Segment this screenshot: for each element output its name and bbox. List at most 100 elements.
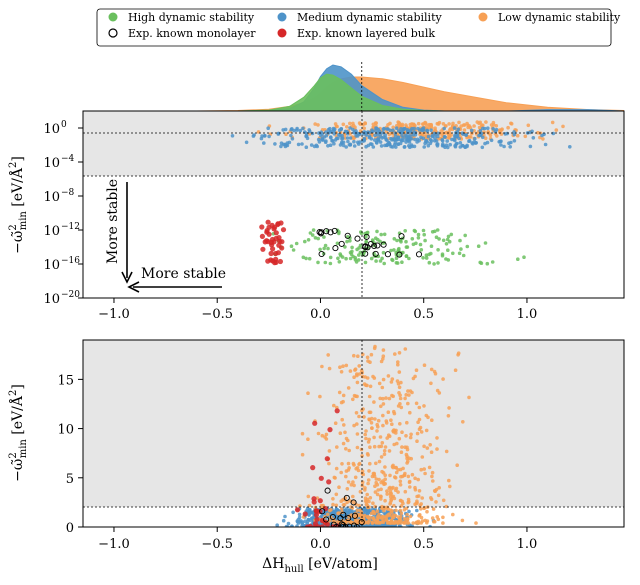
point-medium-dynamic-stability	[352, 130, 357, 135]
point-low-dynamic-stability	[422, 363, 427, 368]
point-medium-dynamic-stability	[333, 138, 338, 142]
point-high-dynamic-stability	[444, 242, 449, 246]
legend-marker-medium-dynamic-stability	[277, 12, 287, 22]
point-low-dynamic-stability	[382, 452, 387, 457]
point-medium-dynamic-stability	[375, 141, 379, 145]
log-ytick-label: 10	[43, 156, 60, 171]
point-medium-dynamic-stability	[489, 138, 494, 143]
log-ytick-exponent: −16	[61, 256, 80, 266]
point-medium-dynamic-stability	[323, 140, 328, 144]
point-low-dynamic-stability	[284, 132, 288, 136]
point-low-dynamic-stability	[364, 502, 369, 507]
point-medium-dynamic-stability	[426, 134, 431, 139]
point-medium-dynamic-stability	[352, 139, 356, 144]
point-medium-dynamic-stability	[285, 141, 290, 145]
point-medium-dynamic-stability	[348, 136, 353, 140]
point-exp-known-layered-bulk	[260, 246, 266, 252]
point-exp-known-layered-bulk	[264, 228, 270, 234]
point-low-dynamic-stability	[348, 514, 353, 519]
point-low-dynamic-stability	[447, 130, 451, 135]
point-low-dynamic-stability	[344, 363, 349, 368]
point-low-dynamic-stability	[352, 463, 356, 467]
point-medium-dynamic-stability	[528, 144, 533, 149]
point-high-dynamic-stability	[424, 253, 429, 257]
point-medium-dynamic-stability	[331, 128, 336, 132]
point-medium-dynamic-stability	[337, 128, 342, 132]
point-exp-known-layered-bulk	[315, 524, 321, 527]
point-high-dynamic-stability	[446, 234, 451, 239]
point-low-dynamic-stability	[459, 124, 464, 128]
point-low-dynamic-stability	[358, 489, 363, 494]
point-low-dynamic-stability	[379, 404, 383, 409]
point-low-dynamic-stability	[413, 374, 417, 379]
point-medium-dynamic-stability	[450, 137, 454, 142]
point-medium-dynamic-stability	[426, 143, 431, 148]
linear-ytick-label: 0	[66, 521, 74, 536]
point-medium-dynamic-stability	[401, 127, 406, 131]
point-low-dynamic-stability	[494, 124, 499, 128]
point-low-dynamic-stability	[387, 449, 392, 453]
point-low-dynamic-stability	[392, 496, 397, 501]
annotation-more-stable-horizontal: More stable	[141, 266, 226, 282]
point-low-dynamic-stability	[550, 120, 555, 125]
point-low-dynamic-stability	[395, 441, 399, 446]
point-low-dynamic-stability	[455, 463, 460, 468]
point-exp-known-monolayer	[344, 232, 351, 239]
point-low-dynamic-stability	[409, 432, 413, 437]
point-low-dynamic-stability	[368, 496, 373, 500]
point-low-dynamic-stability	[509, 121, 513, 126]
point-exp-known-layered-bulk	[270, 246, 276, 252]
point-high-dynamic-stability	[364, 239, 369, 244]
point-low-dynamic-stability	[357, 461, 362, 466]
annotation-arrow-down-head	[121, 271, 133, 284]
point-low-dynamic-stability	[383, 477, 388, 482]
point-exp-known-monolayer	[372, 250, 379, 257]
point-high-dynamic-stability	[335, 241, 340, 246]
point-low-dynamic-stability	[300, 431, 305, 436]
point-medium-dynamic-stability	[390, 145, 395, 149]
point-medium-dynamic-stability	[317, 131, 321, 135]
point-low-dynamic-stability	[403, 347, 408, 351]
linear-panel-xlabel: ΔHhull [eV/atom]	[262, 556, 378, 575]
point-exp-known-layered-bulk	[327, 427, 333, 433]
point-medium-dynamic-stability	[407, 509, 411, 514]
point-exp-known-layered-bulk	[326, 479, 332, 485]
point-exp-known-layered-bulk	[259, 224, 265, 230]
point-low-dynamic-stability	[351, 397, 355, 402]
point-medium-dynamic-stability	[328, 126, 332, 131]
point-high-dynamic-stability	[483, 241, 488, 245]
point-low-dynamic-stability	[405, 456, 409, 461]
point-low-dynamic-stability	[391, 429, 395, 433]
point-low-dynamic-stability	[389, 418, 393, 423]
point-low-dynamic-stability	[365, 355, 370, 360]
point-low-dynamic-stability	[400, 474, 405, 479]
point-medium-dynamic-stability	[326, 144, 330, 148]
point-low-dynamic-stability	[380, 520, 385, 524]
point-medium-dynamic-stability	[440, 143, 445, 148]
point-exp-known-monolayer	[327, 229, 334, 236]
point-high-dynamic-stability	[444, 257, 448, 261]
point-low-dynamic-stability	[359, 368, 364, 373]
point-exp-known-layered-bulk	[324, 456, 330, 462]
point-low-dynamic-stability	[351, 494, 355, 499]
point-low-dynamic-stability	[373, 344, 377, 349]
point-low-dynamic-stability	[381, 357, 385, 361]
point-low-dynamic-stability	[408, 410, 412, 415]
point-medium-dynamic-stability	[400, 133, 404, 137]
point-low-dynamic-stability	[405, 461, 409, 465]
point-high-dynamic-stability	[328, 261, 333, 266]
linear-panel-shaded-band	[83, 340, 624, 507]
point-low-dynamic-stability	[375, 515, 380, 519]
point-medium-dynamic-stability	[483, 141, 487, 146]
point-high-dynamic-stability	[351, 254, 355, 259]
point-low-dynamic-stability	[367, 469, 371, 473]
point-medium-dynamic-stability	[345, 136, 350, 140]
log-panel-ylabel: −ω̃2min [eV/Å2]	[8, 156, 29, 254]
point-medium-dynamic-stability	[442, 126, 447, 131]
point-low-dynamic-stability	[332, 475, 337, 480]
point-high-dynamic-stability	[394, 261, 399, 265]
point-low-dynamic-stability	[329, 508, 333, 512]
point-medium-dynamic-stability	[244, 140, 249, 145]
point-medium-dynamic-stability	[508, 145, 512, 149]
point-low-dynamic-stability	[383, 498, 387, 503]
